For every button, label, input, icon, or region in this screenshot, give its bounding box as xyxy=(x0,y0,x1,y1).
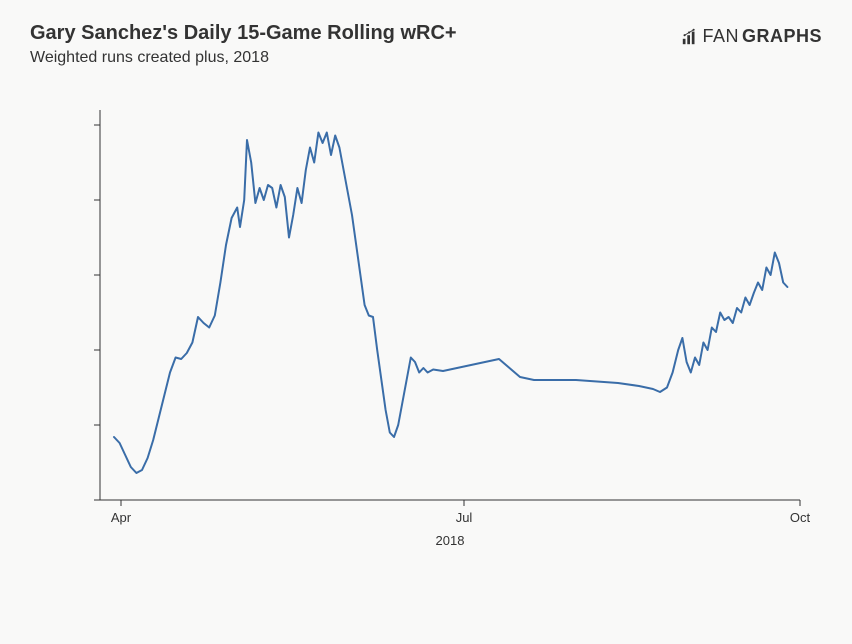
chart-container: Gary Sanchez's Daily 15-Game Rolling wRC… xyxy=(0,0,852,644)
fangraphs-logo: FANGRAPHS xyxy=(681,26,822,47)
chart-subtitle: Weighted runs created plus, 2018 xyxy=(30,49,822,67)
logo-text-graphs: GRAPHS xyxy=(742,26,822,47)
y-axis: -50050100150200 xyxy=(90,110,100,507)
chart-plot: -50050100150200 AprJulOct wRC+ 2018 xyxy=(90,100,810,550)
svg-text:Jul: Jul xyxy=(456,510,473,525)
x-axis-label: 2018 xyxy=(436,533,465,548)
svg-text:Apr: Apr xyxy=(111,510,132,525)
logo-text-fan: FAN xyxy=(702,26,739,47)
logo-icon xyxy=(681,28,699,46)
x-axis: Apr Jul Oct xyxy=(100,500,810,525)
data-series-line xyxy=(114,133,787,474)
svg-text:Oct: Oct xyxy=(790,510,810,525)
